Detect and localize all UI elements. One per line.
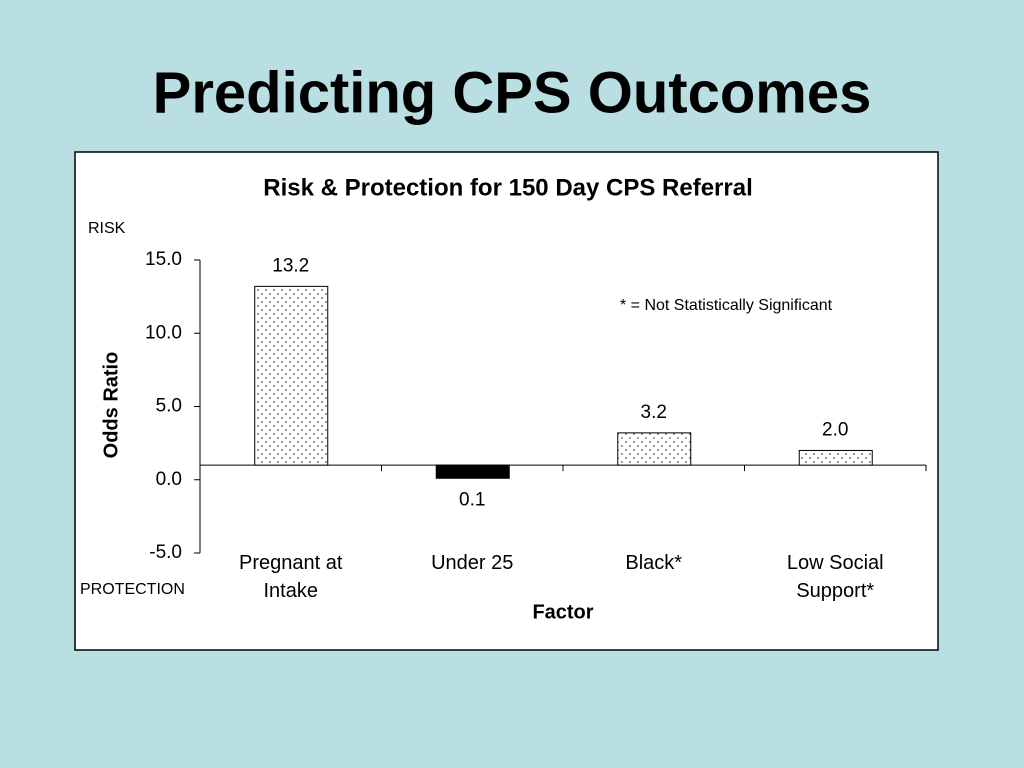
bar: [798, 449, 873, 466]
x-tick-label: Pregnant at Intake: [239, 552, 343, 602]
y-tick-label: 15.0: [145, 249, 182, 270]
slide-title: Predicting CPS Outcomes: [153, 60, 872, 125]
x-tick-label: Low Social Support*: [786, 552, 884, 602]
y-tick-label: -5.0: [149, 542, 182, 563]
protection-label: PROTECTION: [80, 581, 185, 598]
value-label: 13.2: [272, 255, 309, 276]
significance-note: * = Not Statistically Significant: [620, 297, 833, 314]
x-tick-label: Black*: [625, 552, 683, 574]
y-axis-label: Odds Ratio: [100, 352, 122, 459]
y-tick-label: 10.0: [145, 322, 182, 343]
bar: [254, 285, 329, 466]
risk-label: RISK: [88, 220, 126, 237]
chart-title: Risk & Protection for 150 Day CPS Referr…: [263, 174, 753, 201]
value-label: 0.1: [459, 489, 485, 510]
chart-frame: [74, 151, 939, 651]
value-label: 2.0: [822, 419, 848, 440]
x-tick-label: Under 25: [431, 552, 514, 574]
value-label: 3.2: [641, 402, 667, 423]
y-tick-label: 0.0: [156, 469, 182, 490]
bar: [435, 464, 510, 479]
x-axis-label: Factor: [532, 601, 593, 623]
bar: [617, 432, 692, 466]
y-tick-label: 5.0: [156, 396, 182, 417]
